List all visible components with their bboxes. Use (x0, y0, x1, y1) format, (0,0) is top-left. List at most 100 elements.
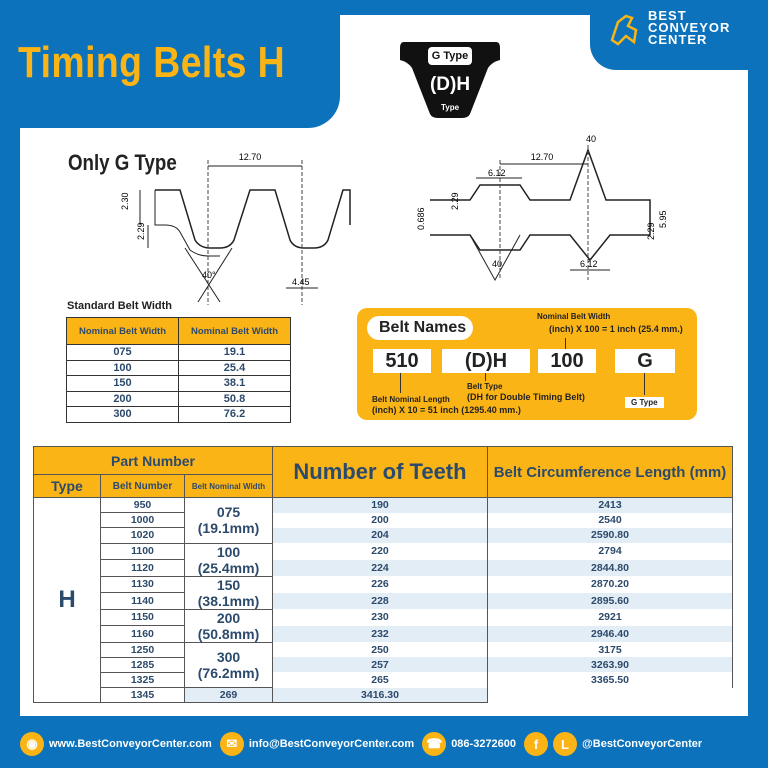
length-cell: 3263.90 (487, 657, 733, 673)
dim-label: 40 (492, 259, 502, 269)
table-cell: 075 (66, 344, 179, 361)
teeth-cell: 257 (272, 657, 488, 673)
belt-name-width: 100 (538, 349, 596, 373)
teeth-cell: 204 (272, 527, 488, 544)
website-link[interactable]: www.BestConveyorCenter.com (49, 738, 212, 750)
col-header: Belt Number (100, 474, 185, 498)
length-cell: 2921 (487, 609, 733, 626)
diagram-label: Only G Type (68, 150, 177, 175)
length-cell: 2590.80 (487, 527, 733, 544)
logo-line: CENTER (648, 32, 708, 47)
width-mm: (38.1mm) (197, 592, 260, 609)
length-cell: 2895.60 (487, 592, 733, 610)
table-cell: 19.1 (178, 344, 291, 361)
belt-width-cell: 200 (50.8mm) (184, 608, 273, 643)
dim-label: 0.686 (416, 207, 426, 230)
single-belt-diagram: 12.70 2.30 2.29 40° 4.45 (120, 152, 351, 305)
width-value: 075 (216, 504, 241, 521)
belt-number-cell: 1140 (100, 592, 185, 610)
table-row: 1345 269 3416.30 (34, 687, 733, 704)
teeth-cell: 224 (272, 559, 488, 577)
belt-number-cell: 1250 (100, 641, 185, 658)
type-badge: G Type (D)H Type (400, 42, 500, 123)
table-cell: 150 (66, 375, 179, 392)
belt-number-cell: 950 (100, 496, 185, 514)
col-header: Part Number (33, 446, 273, 475)
table-row: 200 50.8 (66, 390, 291, 407)
belt-number-cell: 1285 (100, 656, 185, 673)
table-row: 100 25.4 (66, 359, 291, 376)
dim-label: 40° (202, 270, 216, 280)
table-row: 1120 224 2844.80 (34, 559, 733, 577)
width-mm: (76.2mm) (197, 664, 260, 681)
table-row: 1000 200 2540 (34, 512, 733, 529)
belt-width-cell: 075 (19.1mm) (184, 497, 273, 544)
belt-width-cell: 150 (38.1mm) (184, 575, 273, 610)
type-cell: H (33, 496, 101, 704)
dim-label: 12.70 (531, 152, 554, 162)
belt-width-cell: 300 (76.2mm) (184, 641, 273, 689)
length-cell: 2794 (487, 543, 733, 560)
teeth-cell: 190 (272, 497, 488, 513)
belt-number-cell: 1120 (100, 559, 185, 577)
badge-top: G Type (431, 50, 469, 62)
col-header: Nominal Belt Width (178, 317, 291, 345)
table-cell: 38.1 (178, 375, 291, 392)
belt-number-cell: 1160 (100, 625, 185, 643)
footer: ◉ www.BestConveyorCenter.com ✉ info@BestCo… (20, 730, 760, 758)
table-cell: 200 (66, 390, 179, 407)
table-row: 1285 257 3263.90 (34, 656, 733, 673)
length-cell: 3365.50 (487, 672, 733, 688)
logo: BEST CONVEYOR CENTER (608, 9, 730, 47)
table-cell: 76.2 (178, 406, 291, 423)
teeth-cell: 230 (272, 609, 488, 626)
badge-middle: (D)H (429, 74, 471, 95)
double-belt-diagram: 40 12.70 6.12 2.29 0.686 5.95 2.29 40 6.… (416, 134, 668, 282)
length-cell: 2540 (487, 512, 733, 528)
table-row: 075 19.1 (66, 344, 291, 361)
belt-number-cell: 1100 (100, 542, 185, 561)
teeth-cell: 228 (272, 592, 488, 610)
email-link[interactable]: info@BestConveyorCenter.com (248, 738, 415, 750)
belt-name-note: (inch) X 10 = 51 inch (1295.40 mm.) (372, 405, 521, 415)
table-cell: 50.8 (178, 390, 291, 407)
belt-name-note: Belt Nominal Length (372, 395, 450, 404)
width-mm: (50.8mm) (197, 625, 260, 642)
social-handle[interactable]: @BestConveyorCenter (582, 738, 703, 750)
width-value: 100 (216, 543, 241, 560)
dim-label: 2.29 (646, 222, 656, 240)
table-row: 1160 232 2946.40 (34, 625, 733, 643)
belt-number-cell: 1325 (100, 671, 185, 689)
standard-width-table: Nominal Belt Width Nominal Belt Width 075… (66, 317, 291, 423)
table-row: H 950 075 (19.1mm) 190 2413 (33, 496, 733, 704)
belt-number-cell: 1130 (100, 575, 185, 594)
length-cell: 2870.20 (487, 576, 733, 593)
badge-bottom: Type (440, 103, 460, 112)
teeth-cell: 265 (272, 672, 488, 688)
teeth-cell: 200 (272, 512, 488, 528)
table-row: 150 38.1 (66, 375, 291, 392)
phone-number[interactable]: 086-3272600 (451, 738, 517, 750)
width-value: 150 (216, 576, 241, 593)
dim-label: 6.12 (488, 168, 506, 178)
col-header: Nominal Belt Width (66, 317, 179, 345)
table-row: 1020 204 2590.80 (34, 527, 733, 544)
line-icon[interactable]: L (553, 732, 578, 756)
belt-name-profile: G (615, 349, 675, 373)
length-cell: 3175 (487, 642, 733, 658)
facebook-icon[interactable]: f (524, 732, 549, 756)
width-mm: (19.1mm) (197, 520, 260, 537)
table-row: 1130 150 (38.1mm) 226 2870.20 (34, 575, 733, 610)
dim-label: 2.30 (120, 192, 130, 210)
table-row: 1325 265 3365.50 (34, 671, 733, 689)
belt-name-note: Belt Type (467, 382, 503, 391)
length-cell: 3416.30 (272, 687, 488, 704)
dim-label: 2.29 (450, 192, 460, 210)
belt-name-type: (D)H (442, 349, 530, 373)
width-value: 300 (216, 648, 241, 665)
belt-name-note: (inch) X 100 = 1 inch (25.4 mm.) (549, 324, 683, 334)
col-header: Number of Teeth (272, 446, 488, 498)
length-cell: 2413 (487, 497, 733, 513)
col-header: Type (33, 474, 101, 498)
belt-name-note: G Type (625, 397, 664, 408)
